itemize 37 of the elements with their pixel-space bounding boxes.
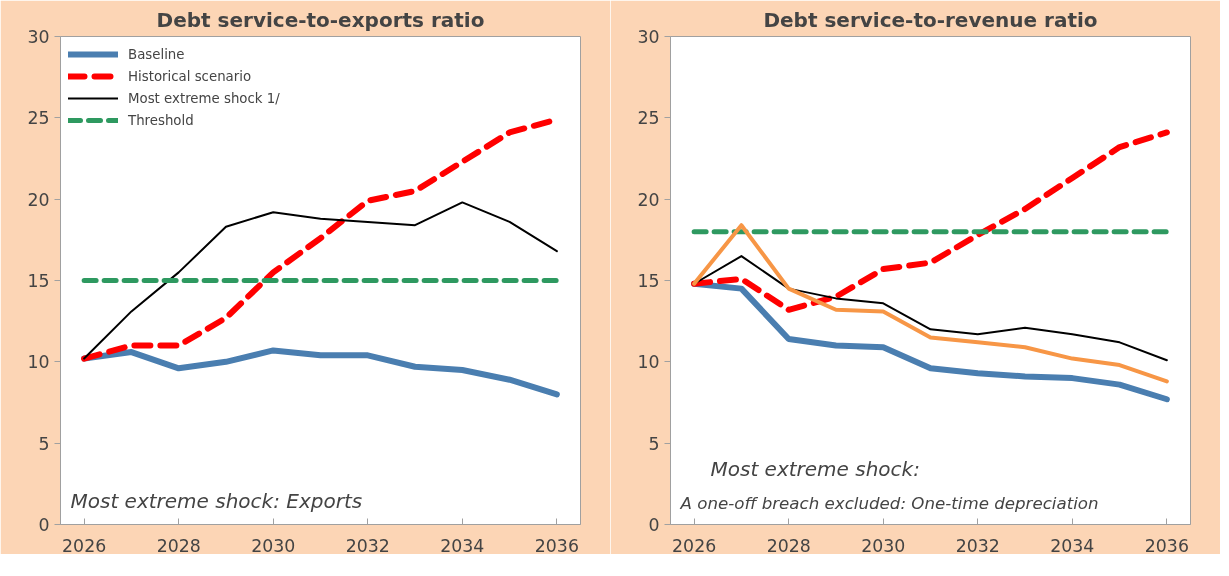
x-tick-label: 2032	[955, 535, 1000, 556]
line-series	[692, 223, 1169, 384]
x-tick-label: 2026	[62, 535, 107, 556]
legend-label: Threshold	[128, 112, 194, 128]
y-tick-label: 20	[637, 189, 660, 210]
x-tick-label: 2034	[440, 535, 485, 556]
x-tick-label: 2030	[251, 535, 296, 556]
y-tick-label: 15	[27, 271, 50, 291]
annotation: Most extreme shock:	[710, 456, 920, 481]
y-tick-label: 20	[27, 189, 50, 210]
y-tick-label: 10	[637, 352, 660, 373]
y-tick-label: 0	[38, 515, 50, 535]
chart-title: Debt service-to-exports ratio	[156, 7, 485, 32]
legend-label: Historical scenario	[128, 68, 252, 84]
y-tick-label: 30	[27, 27, 50, 47]
legend-label: Most extreme shock 1/	[128, 90, 280, 106]
y-tick-label: 15	[637, 271, 660, 291]
x-tick-label: 2032	[345, 535, 390, 556]
y-tick-label: 5	[648, 433, 660, 454]
x-tick-label: 2026	[672, 535, 717, 556]
x-tick-label: 2034	[1050, 535, 1095, 556]
y-tick-label: 0	[648, 515, 660, 535]
chart-title: Debt service-to-revenue ratio	[763, 7, 1098, 32]
x-tick-label: 2028	[766, 535, 811, 556]
legend-label: Baseline	[128, 46, 185, 62]
x-tick-label: 2036	[1144, 535, 1189, 556]
line-series	[83, 201, 558, 360]
y-tick-label: 5	[38, 433, 50, 454]
x-tick-label: 2028	[156, 535, 201, 556]
y-tick-label: 25	[637, 108, 660, 129]
y-tick-label: 30	[637, 27, 660, 47]
annotation: Most extreme shock: Exports	[70, 488, 363, 513]
annotation: A one-off breach excluded: One-time depreciation	[679, 493, 1099, 513]
y-tick-label: 10	[27, 352, 50, 373]
y-tick-label: 25	[27, 108, 50, 129]
x-tick-label: 2036	[534, 535, 579, 556]
x-tick-label: 2030	[861, 535, 906, 556]
